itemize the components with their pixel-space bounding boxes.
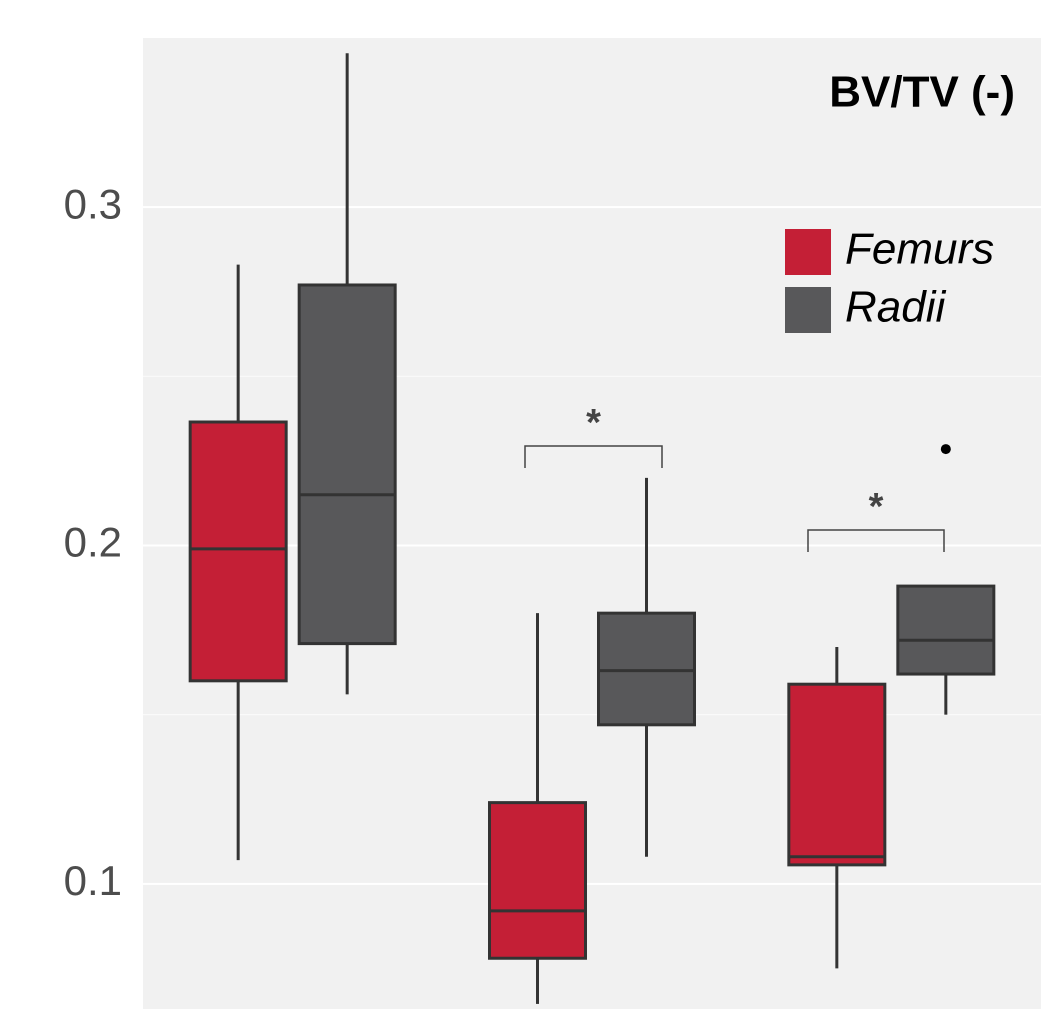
y-tick-label: 0.2 — [64, 519, 122, 566]
chart-title: BV/TV (-) — [829, 68, 1015, 117]
plot-panel — [143, 38, 1041, 1009]
legend-swatch — [785, 229, 831, 275]
box — [597, 611, 696, 727]
box — [896, 584, 996, 676]
annotation: * — [869, 486, 884, 528]
significance-bracket — [807, 529, 945, 552]
box — [188, 420, 288, 683]
box — [488, 801, 587, 960]
y-tick-label: 0.3 — [64, 180, 122, 227]
box — [787, 682, 887, 867]
y-tick-label: 0.1 — [64, 857, 122, 904]
outlier — [940, 444, 951, 455]
legend-label: Femurs — [845, 225, 994, 274]
annotation: * — [586, 402, 601, 444]
legend-swatch — [785, 287, 831, 333]
legend-label: Radii — [845, 283, 946, 332]
box — [297, 283, 397, 646]
significance-bracket — [524, 445, 663, 468]
